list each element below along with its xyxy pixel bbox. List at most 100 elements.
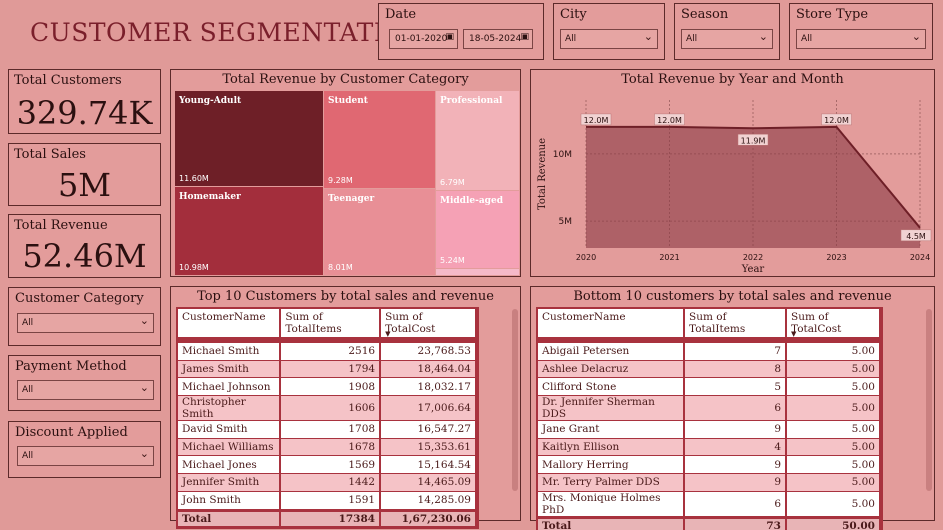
city-slicer-label: City — [560, 7, 587, 22]
chevron-down-icon: ⌄ — [758, 30, 768, 43]
cell-total-cost: 5.00 — [787, 456, 881, 475]
total-cost: 1,67,230.06 — [381, 509, 477, 528]
table-row[interactable]: Jennifer Smith 1442 14,465.09 — [178, 474, 477, 492]
treemap-tile-young-adult[interactable]: Young-Adult 11.60M — [175, 91, 323, 186]
data-label: 12.0M — [584, 116, 609, 125]
chevron-down-icon: ⌄ — [911, 30, 921, 43]
date-start-input[interactable]: 01-01-2020 ▣ — [389, 29, 458, 49]
scrollbar[interactable] — [926, 309, 932, 491]
top-table-title: Top 10 Customers by total sales and reve… — [197, 289, 494, 304]
cell-total-items: 1442 — [281, 474, 382, 492]
table-row[interactable]: Michael Johnson 1908 18,032.17 — [178, 378, 477, 397]
data-label-bg — [737, 134, 769, 146]
table-row[interactable]: Mrs. Monique Holmes PhD 6 5.00 — [538, 491, 881, 517]
cell-total-items: 1678 — [281, 438, 382, 457]
column-header-total-items[interactable]: Sum of TotalItems — [281, 309, 382, 343]
chevron-down-icon: ⌄ — [139, 381, 149, 394]
treemap-tile-professional[interactable]: Professional 6.79M — [436, 91, 519, 190]
column-header-total-cost[interactable]: Sum of TotalCost ▼ — [787, 309, 881, 343]
cell-customer-name: John Smith — [178, 491, 282, 510]
table-row[interactable]: John Smith 1591 14,285.09 — [178, 491, 477, 510]
data-label-bg — [900, 229, 932, 242]
column-header-customer-name[interactable]: CustomerName — [538, 309, 685, 343]
table-row[interactable]: Michael Jones 1569 15,164.54 — [178, 456, 477, 475]
bottom-table-title: Bottom 10 customers by total sales and r… — [573, 289, 892, 304]
season-dropdown[interactable]: All ⌄ — [681, 29, 773, 49]
table-row[interactable]: Michael Smith 2516 23,768.53 — [178, 343, 477, 361]
customer-category-dropdown[interactable]: All ⌄ — [17, 313, 154, 333]
cell-total-cost: 17,006.64 — [381, 396, 477, 422]
table-row[interactable]: Mr. Terry Palmer DDS 9 5.00 — [538, 474, 881, 492]
cell-customer-name: Michael Jones — [178, 456, 282, 475]
area-line — [586, 125, 921, 229]
table-row[interactable]: Abigail Petersen 7 5.00 — [538, 343, 881, 361]
cell-customer-name: Michael Williams — [178, 438, 282, 457]
cell-customer-name: Clifford Stone — [538, 378, 685, 397]
season-slicer-label: Season — [681, 7, 729, 22]
date-slicer-label: Date — [385, 7, 417, 22]
data-label-bg — [821, 113, 852, 126]
table-row[interactable]: David Smith 1708 16,547.27 — [178, 421, 477, 439]
cell-total-items: 8 — [685, 360, 787, 379]
cell-customer-name: Jennifer Smith — [178, 474, 282, 492]
table-row[interactable]: Clifford Stone 5 5.00 — [538, 378, 881, 397]
table-row[interactable]: Dr. Jennifer Sherman DDS 6 5.00 — [538, 396, 881, 422]
calendar-icon[interactable]: ▣ — [445, 32, 454, 42]
table-row[interactable]: Christopher Smith 1606 17,006.64 — [178, 396, 477, 422]
page-title: CUSTOMER SEGMENTATION — [30, 18, 428, 47]
cell-total-items: 9 — [685, 421, 787, 439]
cell-total-cost: 5.00 — [787, 474, 881, 492]
customer-category-dropdown-value: All — [22, 318, 34, 328]
treemap-tile-value: 5.24M — [440, 256, 465, 265]
table-row[interactable]: Ashlee Delacruz 8 5.00 — [538, 360, 881, 379]
total-label: Total — [538, 516, 685, 530]
cell-total-cost: 18,464.04 — [381, 360, 477, 379]
table-row[interactable]: Jane Grant 9 5.00 — [538, 421, 881, 439]
table-row[interactable]: James Smith 1794 18,464.04 — [178, 360, 477, 379]
column-header-label: Sum of TotalCost — [385, 311, 436, 335]
scrollbar[interactable] — [512, 309, 518, 491]
cell-total-cost: 5.00 — [787, 343, 881, 361]
store-type-dropdown[interactable]: All ⌄ — [796, 29, 926, 49]
cell-total-items: 1908 — [281, 378, 382, 397]
cell-total-items: 9 — [685, 474, 787, 492]
customer-category-slicer-label: Customer Category — [15, 291, 144, 306]
chevron-down-icon: ⌄ — [643, 30, 653, 43]
kpi-total-revenue: Total Revenue 52.46M — [8, 214, 161, 278]
table-row[interactable]: Michael Williams 1678 15,353.61 — [178, 438, 477, 457]
cell-customer-name: David Smith — [178, 421, 282, 439]
x-axis-label: Year — [741, 264, 765, 275]
treemap-panel: Total Revenue by Customer Category Young… — [170, 69, 521, 277]
cell-total-cost: 23,768.53 — [381, 343, 477, 361]
discount-applied-dropdown-value: All — [22, 451, 34, 461]
total-items: 73 — [685, 516, 787, 530]
treemap-tile-student[interactable]: Student 9.28M — [324, 91, 435, 188]
column-header-total-cost[interactable]: Sum of TotalCost ▼ — [381, 309, 477, 343]
discount-applied-dropdown[interactable]: All ⌄ — [17, 446, 154, 466]
cell-total-cost: 15,164.54 — [381, 456, 477, 475]
total-label: Total — [178, 509, 282, 528]
city-dropdown[interactable]: All ⌄ — [560, 29, 658, 49]
payment-method-dropdown[interactable]: All ⌄ — [17, 380, 154, 400]
y-tick-label: 10M — [553, 150, 572, 160]
table-row[interactable]: Mallory Herring 9 5.00 — [538, 456, 881, 475]
treemap-small-tile[interactable] — [436, 269, 519, 275]
x-tick-label: 2021 — [659, 253, 679, 262]
calendar-icon[interactable]: ▣ — [520, 32, 529, 42]
discount-applied-slicer-label: Discount Applied — [15, 425, 128, 440]
date-end-input[interactable]: 18-05-2024 ▣ — [463, 29, 533, 49]
revenue-area-chart-panel: Total Revenue by Year and Month 5M 10M 12.… — [530, 69, 935, 277]
store-type-dropdown-value: All — [801, 34, 813, 44]
total-cost: 50.00 — [787, 516, 881, 530]
cell-customer-name: Christopher Smith — [178, 396, 282, 422]
column-header-total-items[interactable]: Sum of TotalItems — [685, 309, 787, 343]
treemap-tile-homemaker[interactable]: Homemaker 10.98M — [175, 187, 323, 275]
treemap-tile-middle-aged[interactable]: Middle-aged 5.24M — [436, 191, 519, 268]
table-row[interactable]: Kaitlyn Ellison 4 5.00 — [538, 438, 881, 457]
kpi-label: Total Customers — [14, 73, 122, 88]
cell-total-items: 1591 — [281, 491, 382, 510]
column-header-customer-name[interactable]: CustomerName — [178, 309, 282, 343]
treemap-tile-teenager[interactable]: Teenager 8.01M — [324, 189, 435, 275]
cell-total-items: 1606 — [281, 396, 382, 422]
treemap-tile-value: 9.28M — [328, 176, 353, 185]
